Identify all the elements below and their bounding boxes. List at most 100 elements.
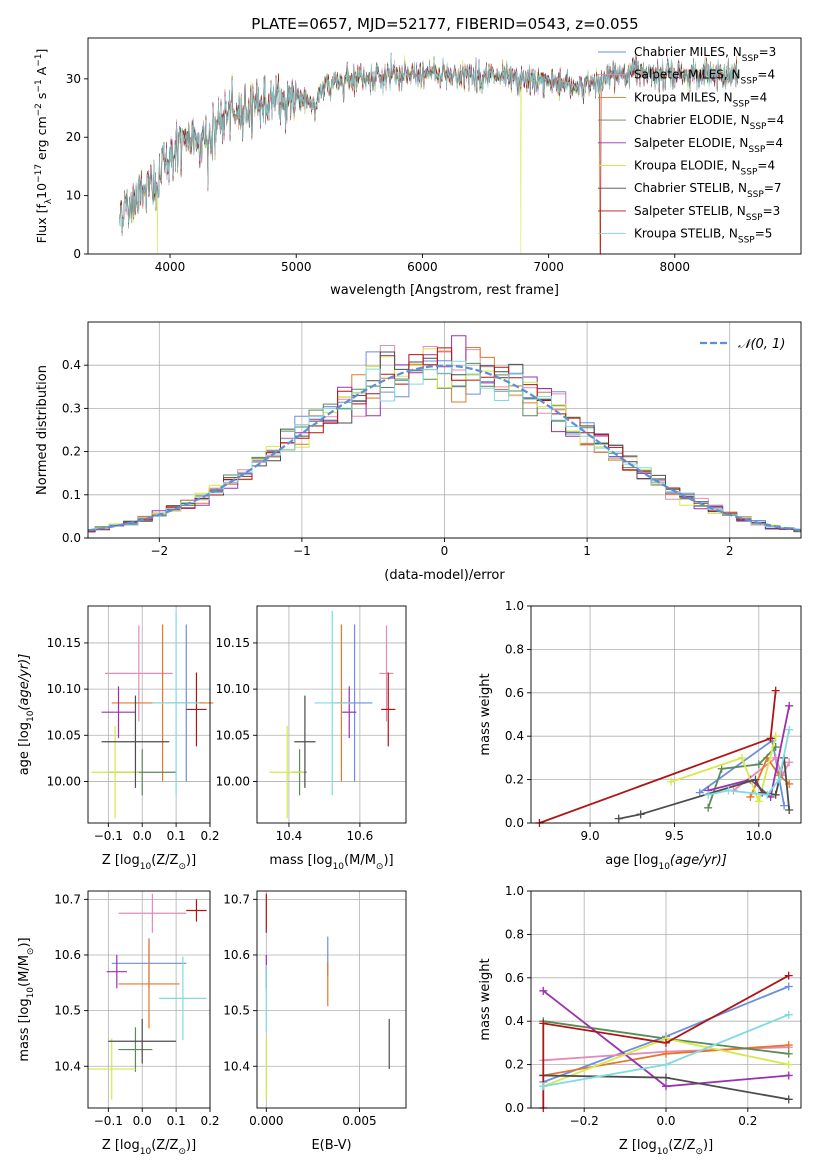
age_vs_mass-ytick-label: 10.15 bbox=[216, 636, 250, 650]
mass_vs_ebv-xtick-label: 0.005 bbox=[342, 1114, 376, 1128]
mass_vs_Z-ylabel: mass [log10(M/M⊙)] bbox=[17, 937, 36, 1061]
spectrum-xlabel: wavelength [Angstrom, rest frame] bbox=[330, 283, 559, 298]
mass_vs_Z-ytick-label: 10.6 bbox=[54, 948, 81, 962]
weight-marker bbox=[539, 1082, 548, 1091]
mass_weight_vs_age-ytick-label: 0.0 bbox=[505, 816, 524, 830]
errorbar-point bbox=[152, 610, 200, 796]
mass_weight_vs_Z-ytick-label: 0.6 bbox=[505, 971, 524, 985]
spectrum-xtick-label: 4000 bbox=[155, 260, 186, 274]
age_vs_mass-xtick-label: 10.6 bbox=[347, 829, 374, 843]
residuals-ytick-label: 0.3 bbox=[62, 401, 81, 415]
legend-entry-kroupa-stelib: Kroupa STELIB, NSSP=5 bbox=[634, 227, 772, 246]
mass_weight_vs_age-xtick-label: 10.0 bbox=[745, 829, 772, 843]
age_vs_Z-xlabel: Z [log10(Z/Z⊙)] bbox=[102, 853, 196, 872]
mass_vs_Z-frame bbox=[87, 890, 211, 1109]
errorbar-point bbox=[342, 686, 357, 739]
weight-marker bbox=[662, 1073, 670, 1082]
mass_vs_Z-ytick-label: 10.4 bbox=[54, 1059, 81, 1073]
figure-title: PLATE=0657, MJD=52177, FIBERID=0543, z=0… bbox=[251, 15, 638, 33]
mass_weight_vs_age-xtick-label: 9.0 bbox=[581, 829, 600, 843]
age_vs_Z-xtick-label: 0.2 bbox=[200, 829, 219, 843]
errorbar-point bbox=[101, 695, 170, 788]
mass_vs_Z-ytick-label: 10.7 bbox=[54, 892, 81, 906]
mass_weight_vs_age-ytick-label: 0.8 bbox=[505, 642, 524, 656]
legend-entry-salpeter-stelib: Salpeter STELIB, NSSP=3 bbox=[634, 204, 780, 223]
weight-line-kroupa-elodie bbox=[670, 735, 777, 805]
weight-line-kroupa-miles bbox=[749, 756, 790, 798]
weight-marker bbox=[667, 777, 676, 786]
mass_weight_vs_Z-ytick-label: 0.4 bbox=[505, 1014, 524, 1028]
errorbar-point bbox=[269, 726, 305, 819]
errorbar-point bbox=[186, 672, 207, 747]
weight-marker bbox=[751, 775, 760, 784]
weight-marker bbox=[785, 725, 794, 734]
weight-marker bbox=[784, 1041, 793, 1050]
weight-marker bbox=[636, 810, 645, 819]
age_vs_mass-xlabel: mass [log10(M/M⊙)] bbox=[269, 853, 393, 872]
weight-marker bbox=[614, 814, 623, 823]
residuals-xlabel: (data-model)/error bbox=[384, 568, 505, 583]
age_vs_mass-frame bbox=[256, 605, 407, 824]
errorbar-point bbox=[104, 625, 173, 722]
errorbar-point bbox=[106, 954, 127, 989]
mass_vs_ebv-xtick-label: 0.000 bbox=[249, 1114, 283, 1128]
weight-marker bbox=[662, 1082, 670, 1091]
age_vs_mass-ytick-label: 10.10 bbox=[216, 682, 250, 696]
mass_vs_ebv-ytick-label: 10.4 bbox=[223, 1059, 250, 1073]
mass_vs_ebv-ytick-label: 10.5 bbox=[223, 1004, 250, 1018]
age_vs_Z-ytick-label: 10.15 bbox=[47, 636, 81, 650]
weight-marker bbox=[780, 801, 789, 810]
weight-marker bbox=[662, 1049, 670, 1058]
mass_weight_vs_Z-ytick-label: 0.2 bbox=[505, 1058, 524, 1072]
legend-entry-salpeter-elodie: Salpeter ELODIE, NSSP=4 bbox=[634, 136, 783, 155]
weight-marker bbox=[784, 1010, 793, 1019]
mass_weight_vs_age-ytick-label: 0.4 bbox=[505, 729, 524, 743]
errorbar-point bbox=[118, 893, 187, 933]
mass_vs_Z-ytick-label: 10.5 bbox=[54, 1004, 81, 1018]
age_vs_Z-ytick-label: 10.05 bbox=[47, 728, 81, 742]
weight-marker bbox=[771, 686, 780, 695]
mass_weight_vs_age-ytick-label: 0.6 bbox=[505, 686, 524, 700]
errorbar-point bbox=[118, 1027, 153, 1072]
residuals-xtick-label: −2 bbox=[150, 544, 168, 558]
mass_weight_vs_Z-ylabel: mass weight bbox=[478, 958, 493, 1040]
mass-vs-ebv-xlabel: E(B-V) bbox=[311, 1138, 351, 1153]
errorbar-point bbox=[314, 610, 350, 796]
errorbar-point bbox=[88, 1038, 136, 1100]
mass_weight_vs_Z-ytick-label: 1.0 bbox=[505, 884, 524, 898]
spectrum-ytick-label: 30 bbox=[66, 72, 81, 86]
spectrum-series-kroupa-stelib bbox=[119, 54, 739, 232]
weight-marker bbox=[662, 1038, 670, 1047]
weight-marker bbox=[771, 790, 780, 799]
mass_weight_vs_age-ytick-label: 1.0 bbox=[505, 599, 524, 613]
weight-marker bbox=[785, 701, 794, 710]
mass_weight_vs_Z-ytick-label: 0.8 bbox=[505, 927, 524, 941]
weight-marker bbox=[704, 803, 713, 812]
spectrum-xtick-label: 7000 bbox=[533, 260, 564, 274]
age_vs_Z-ytick-label: 10.10 bbox=[47, 682, 81, 696]
spectrum-xtick-label: 8000 bbox=[660, 260, 691, 274]
age_vs_mass-ytick-label: 10.00 bbox=[216, 774, 250, 788]
weight-line-salpeter-stelib bbox=[542, 974, 790, 1108]
age_vs_Z-ylabel: age [log10(age/yr)] bbox=[17, 654, 36, 776]
mass_vs_Z-xtick-label: 0.2 bbox=[200, 1114, 219, 1128]
weight-marker bbox=[754, 797, 763, 806]
legend-entry-chabrier-elodie: Chabrier ELODIE, NSSP=4 bbox=[634, 113, 784, 132]
errorbar-point bbox=[159, 956, 207, 1041]
residuals-ytick-label: 0.0 bbox=[62, 531, 81, 545]
legend-entry-chabrier-stelib: Chabrier STELIB, NSSP=7 bbox=[634, 181, 782, 200]
mass_vs_Z-xtick-label: −0.1 bbox=[94, 1114, 123, 1128]
errorbar-point bbox=[381, 672, 396, 747]
weight-marker bbox=[704, 790, 713, 799]
age_vs_mass-xtick-label: 10.4 bbox=[276, 829, 303, 843]
age_vs_Z-xtick-label: 0.1 bbox=[167, 829, 186, 843]
mass_weight_vs_Z-xtick-label: −0.2 bbox=[570, 1114, 599, 1128]
weight-marker bbox=[785, 758, 794, 767]
errorbar-point bbox=[186, 899, 207, 922]
weight-marker bbox=[784, 1060, 793, 1069]
age_vs_Z-ytick-label: 10.00 bbox=[47, 774, 81, 788]
weight-marker bbox=[784, 1049, 793, 1058]
mass_weight_vs_age-xtick-label: 9.5 bbox=[665, 829, 684, 843]
weight-marker bbox=[746, 792, 755, 801]
weight-marker bbox=[775, 775, 784, 784]
